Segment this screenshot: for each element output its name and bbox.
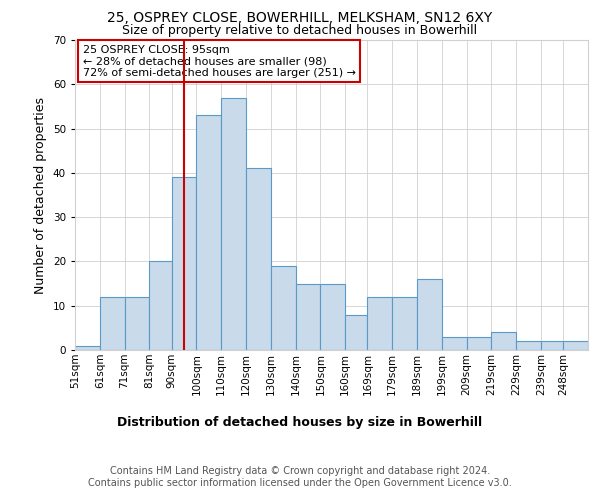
Bar [100,297,125,350]
Bar [125,297,149,350]
Bar [246,168,271,350]
Bar [516,341,541,350]
Bar [221,98,246,350]
Bar [563,341,588,350]
Bar [75,346,100,350]
Bar [320,284,345,350]
Bar [541,341,563,350]
Bar [367,297,392,350]
Bar [417,279,442,350]
Bar [467,336,491,350]
Bar [172,178,196,350]
Y-axis label: Number of detached properties: Number of detached properties [34,96,47,294]
Text: Distribution of detached houses by size in Bowerhill: Distribution of detached houses by size … [118,416,482,429]
Bar [296,284,320,350]
Bar [442,336,467,350]
Bar [196,116,221,350]
Text: Size of property relative to detached houses in Bowerhill: Size of property relative to detached ho… [122,24,478,37]
Bar [149,262,172,350]
Text: Contains HM Land Registry data © Crown copyright and database right 2024.
Contai: Contains HM Land Registry data © Crown c… [88,466,512,487]
Bar [345,314,367,350]
Bar [271,266,296,350]
Text: 25 OSPREY CLOSE: 95sqm
← 28% of detached houses are smaller (98)
72% of semi-det: 25 OSPREY CLOSE: 95sqm ← 28% of detached… [83,44,356,78]
Bar [491,332,516,350]
Text: 25, OSPREY CLOSE, BOWERHILL, MELKSHAM, SN12 6XY: 25, OSPREY CLOSE, BOWERHILL, MELKSHAM, S… [107,12,493,26]
Bar [392,297,417,350]
